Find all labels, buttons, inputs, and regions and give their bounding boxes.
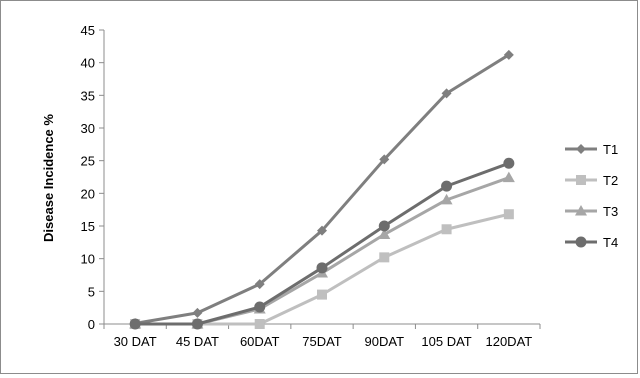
line-chart: Disease Incidence % 0 5 10 15 20 25 30 35 40 45 30…	[41, 23, 618, 349]
x-tick-label: 90DAT	[365, 334, 405, 349]
series-t1	[130, 49, 514, 329]
legend-marker-t3	[575, 205, 587, 216]
series-t3	[129, 171, 515, 329]
data-point-t4	[129, 318, 141, 330]
data-point-t4	[316, 262, 328, 274]
y-tick-label: 30	[81, 121, 95, 136]
data-point-t3	[378, 228, 391, 239]
legend-marker-t4	[575, 236, 587, 248]
legend-marker-t2	[576, 175, 586, 185]
y-tick-label: 25	[81, 154, 95, 169]
data-point-t2	[441, 224, 452, 235]
legend-label-t1: T1	[603, 142, 618, 157]
y-tick-label: 15	[81, 219, 95, 234]
series-line-t1	[134, 53, 510, 325]
series-line-t3	[135, 176, 510, 326]
x-tick-label: 105 DAT	[421, 334, 471, 349]
legend-label-t2: T2	[603, 173, 618, 188]
data-point-t1	[254, 279, 265, 290]
x-tick-label: 60DAT	[240, 334, 280, 349]
data-point-t1	[192, 307, 203, 318]
x-tick-label: 30 DAT	[114, 334, 157, 349]
legend-label-t4: T4	[603, 235, 618, 250]
x-tick-label: 45 DAT	[176, 334, 219, 349]
data-point-t3	[440, 193, 453, 205]
data-point-t4	[254, 301, 266, 313]
axes: 0 5 10 15 20 25 30 35 40 45 30 DAT 45 DAT 60DAT 75DAT…	[81, 23, 541, 349]
series-t4	[129, 157, 515, 330]
legend-item-t4: T4	[565, 235, 618, 250]
data-point-t1	[441, 88, 452, 99]
data-point-t1	[379, 154, 390, 165]
data-point-t4	[191, 318, 203, 330]
series-line-t4	[135, 161, 510, 326]
y-tick-label: 35	[81, 88, 95, 103]
y-tick-label: 0	[88, 317, 95, 332]
plot-series	[129, 49, 515, 330]
data-point-t1	[317, 225, 327, 236]
x-tick-label: 120DAT	[485, 334, 532, 349]
data-point-t2	[254, 319, 265, 329]
data-point-t4	[378, 220, 390, 232]
x-tick-label: 75DAT	[302, 334, 342, 349]
data-point-t1	[503, 49, 514, 60]
data-point-t2	[379, 252, 390, 263]
legend-marker-t1	[576, 144, 586, 154]
y-axis-title: Disease Incidence %	[41, 114, 56, 242]
legend-item-t2: T2	[565, 173, 618, 188]
legend-item-t3: T3	[565, 204, 618, 219]
y-tick-label: 5	[88, 284, 95, 299]
data-point-t2	[317, 289, 327, 300]
y-tick-label: 20	[81, 186, 95, 201]
y-tick-label: 40	[81, 56, 95, 71]
legend-label-t3: T3	[603, 204, 618, 219]
data-point-t3	[502, 171, 515, 183]
y-tick-label: 10	[81, 252, 95, 267]
data-point-t2	[503, 209, 514, 220]
data-point-t4	[441, 180, 453, 192]
legend: T1 T2 T3 T4	[565, 142, 618, 250]
y-tick-label: 45	[81, 23, 95, 38]
data-point-t4	[503, 157, 515, 169]
legend-item-t1: T1	[565, 142, 618, 157]
